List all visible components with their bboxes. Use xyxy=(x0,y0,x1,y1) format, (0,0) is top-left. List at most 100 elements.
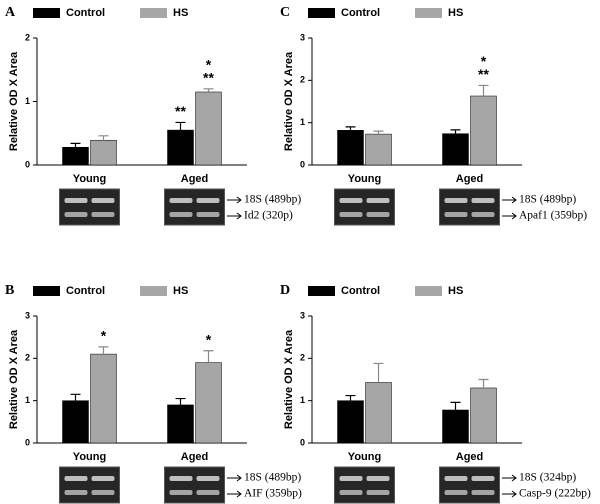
arrow xyxy=(227,196,242,204)
legend-label: Control xyxy=(66,7,105,19)
y-tick-label: 0 xyxy=(300,159,305,169)
x-tick-label: Aged xyxy=(456,173,484,185)
x-tick-label: Aged xyxy=(181,451,209,463)
gel-band xyxy=(444,198,468,203)
significance-marker: ** xyxy=(478,66,489,82)
gel-band xyxy=(339,212,363,217)
y-tick-label: 0 xyxy=(25,159,30,169)
gel-label: AIF (359bp) xyxy=(244,488,302,500)
bar xyxy=(62,400,89,444)
error-bar xyxy=(203,350,214,363)
error-bar xyxy=(175,397,186,405)
y-tick-label: 2 xyxy=(25,353,30,363)
y-tick-label: 1 xyxy=(25,395,30,405)
legend-swatch xyxy=(33,286,60,296)
gel-band xyxy=(91,212,115,217)
gel-band xyxy=(169,490,193,495)
y-tick-label: 0 xyxy=(25,437,30,447)
gel-image xyxy=(439,466,500,504)
bar xyxy=(470,95,497,166)
legend-label: HS xyxy=(173,285,188,297)
gel-label: Casp-9 (222bp) xyxy=(519,488,591,500)
gel-label: 18S (324bp) xyxy=(519,472,576,484)
gel-image xyxy=(59,466,120,504)
error-bar xyxy=(98,135,109,141)
legend-swatch xyxy=(415,8,442,18)
panel-letter: D xyxy=(280,283,290,298)
significance-marker: ** xyxy=(175,103,186,119)
gel-label: Id2 (320p) xyxy=(244,210,293,222)
gel-band xyxy=(366,476,390,481)
legend-label: HS xyxy=(448,7,463,19)
gel-band xyxy=(339,476,363,481)
y-tick-label: 1 xyxy=(300,117,305,127)
bar xyxy=(442,133,469,166)
bar xyxy=(195,91,222,166)
gel-band xyxy=(196,212,220,217)
bar xyxy=(167,129,194,166)
panel: C Control HS Relative OD X Area 0 1 2 3 Young Age… xyxy=(280,5,587,226)
legend-label: Control xyxy=(66,285,105,297)
gel-image xyxy=(164,466,225,504)
error-bar xyxy=(203,88,214,92)
bar xyxy=(337,130,364,166)
error-bar xyxy=(345,394,356,401)
gel-band xyxy=(169,198,193,203)
panel-letter: A xyxy=(5,5,16,20)
x-tick-label: Young xyxy=(73,173,106,185)
arrow xyxy=(502,490,517,498)
arrow xyxy=(502,212,517,220)
significance-marker: * xyxy=(206,57,212,73)
x-tick-label: Young xyxy=(348,173,381,185)
panel-letter: B xyxy=(5,283,14,298)
bar xyxy=(365,382,392,444)
y-tick-label: 2 xyxy=(25,32,30,42)
gel-band xyxy=(444,476,468,481)
gel-image xyxy=(439,188,500,226)
legend-label: HS xyxy=(173,7,188,19)
gel-band xyxy=(366,490,390,495)
error-bar xyxy=(373,362,384,383)
gel-label: Apaf1 (359bp) xyxy=(519,210,587,222)
bar xyxy=(90,139,117,166)
legend-swatch xyxy=(308,8,335,18)
gel-label: 18S (489bp) xyxy=(519,194,576,206)
y-tick-label: 3 xyxy=(25,310,30,320)
gel-image xyxy=(334,466,395,504)
gel-band xyxy=(64,198,88,203)
legend-swatch xyxy=(140,286,167,296)
gel-band xyxy=(366,212,390,217)
error-bar xyxy=(373,130,384,135)
gel-band xyxy=(64,490,88,495)
gel-band xyxy=(339,198,363,203)
error-bar xyxy=(478,84,489,96)
y-tick-label: 3 xyxy=(300,310,305,320)
legend-swatch xyxy=(33,8,60,18)
gel-band xyxy=(91,198,115,203)
error-bar xyxy=(175,121,186,131)
y-axis-label: Relative OD X Area xyxy=(8,51,20,151)
panel-letter: C xyxy=(280,5,290,20)
bar xyxy=(62,146,89,166)
legend-label: HS xyxy=(448,285,463,297)
y-axis-label: Relative OD X Area xyxy=(8,329,20,429)
arrow xyxy=(227,212,242,220)
panel: D Control HS Relative OD X Area 0 1 2 3 Young Age… xyxy=(280,283,591,504)
bar xyxy=(442,409,469,444)
gel-band xyxy=(64,476,88,481)
bar xyxy=(365,133,392,166)
x-tick-label: Young xyxy=(348,451,381,463)
gel-band xyxy=(471,198,495,203)
error-bar xyxy=(70,393,81,401)
bar xyxy=(470,387,497,444)
significance-marker: ** xyxy=(203,70,214,86)
y-tick-label: 1 xyxy=(25,96,30,106)
y-tick-label: 0 xyxy=(300,437,305,447)
gel-band xyxy=(471,476,495,481)
legend-swatch xyxy=(415,286,442,296)
gel-band xyxy=(196,490,220,495)
bar xyxy=(167,404,194,444)
error-bar xyxy=(450,401,461,410)
gel-band xyxy=(196,476,220,481)
